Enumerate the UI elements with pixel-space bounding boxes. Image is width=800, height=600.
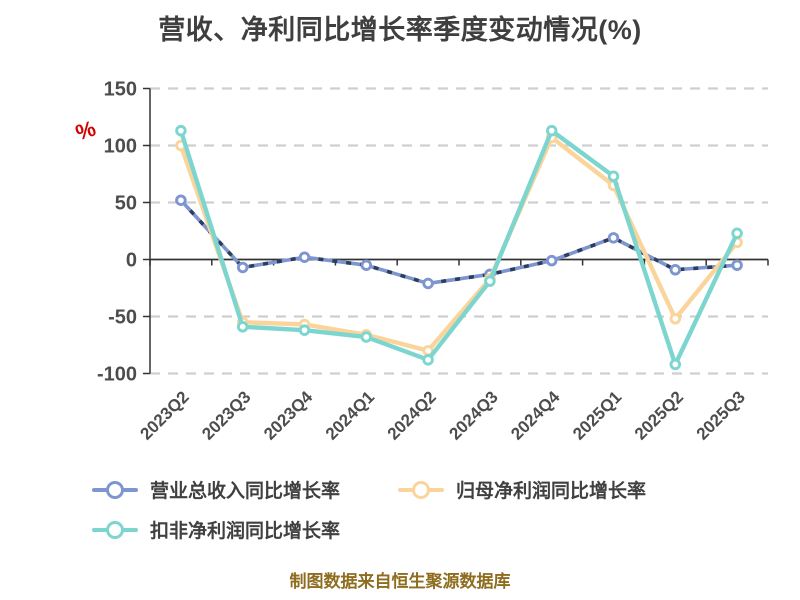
data-source-note: 制图数据来自恒生聚源数据库: [289, 572, 511, 591]
chart-legend: 营业总收入同比增长率 归母净利润同比增长率 扣非净利润同比增长率: [92, 476, 646, 543]
legend-item-net-profit-excl-nonrecurring-yoy[interactable]: 扣非净利润同比增长率: [92, 516, 340, 543]
line-circle-marker-icon: [398, 480, 445, 499]
x-axis-label: 2025Q1: [569, 387, 625, 443]
data-point[interactable]: [731, 259, 743, 271]
x-axis-label: 2023Q2: [137, 387, 193, 443]
circle-marker-icon: [106, 480, 124, 499]
data-point[interactable]: [669, 313, 682, 325]
data-point[interactable]: [298, 251, 311, 263]
y-axis-label: -100: [97, 364, 137, 386]
x-axis-label: 2024Q2: [384, 387, 440, 443]
legend-label: 归母净利润同比增长率: [456, 481, 647, 502]
y-axis-label: 150: [104, 79, 137, 101]
x-axis-label: 2025Q2: [631, 387, 687, 443]
legend-item-net-profit-yoy[interactable]: 归母净利润同比增长率: [398, 476, 646, 503]
data-point[interactable]: [298, 324, 311, 336]
circle-marker-icon: [106, 520, 124, 539]
y-axis-label: 0: [126, 250, 137, 272]
line-circle-marker-icon: [92, 480, 138, 499]
legend-label: 扣非净利润同比增长率: [150, 521, 341, 542]
data-point[interactable]: [360, 331, 373, 343]
data-point[interactable]: [422, 354, 434, 366]
series-line-1: [178, 135, 740, 353]
x-axis-label: 2024Q3: [446, 387, 502, 443]
y-axis-label: 50: [115, 193, 137, 215]
data-point[interactable]: [360, 259, 373, 271]
legend-label: 营业总收入同比增长率: [150, 481, 341, 502]
data-point[interactable]: [175, 124, 187, 137]
data-point[interactable]: [607, 232, 620, 244]
data-point[interactable]: [731, 227, 743, 240]
data-point[interactable]: [236, 261, 249, 274]
x-axis-label: 2025Q3: [693, 387, 749, 443]
data-point[interactable]: [484, 275, 496, 287]
data-point[interactable]: [545, 254, 558, 267]
data-point[interactable]: [422, 277, 434, 290]
x-axis-label: 2023Q4: [260, 387, 317, 444]
data-point[interactable]: [669, 358, 682, 371]
series-line-2: [178, 128, 740, 367]
data-point[interactable]: [545, 124, 558, 137]
circle-marker-icon: [412, 480, 431, 499]
data-point[interactable]: [175, 194, 187, 206]
chart-title: 营收、净利同比增长率季度变动情况(%): [158, 15, 642, 45]
data-point[interactable]: [669, 264, 682, 276]
x-axis-label: 2024Q1: [322, 387, 378, 443]
x-axis-label: 2024Q4: [507, 387, 564, 444]
legend-row-2: 扣非净利润同比增长率: [92, 516, 646, 543]
legend-row-1: 营业总收入同比增长率 归母净利润同比增长率: [92, 476, 646, 503]
legend-item-total-revenue-yoy[interactable]: 营业总收入同比增长率: [92, 476, 340, 503]
x-axis-label: 2023Q3: [198, 387, 254, 443]
y-axis-label: -50: [108, 307, 137, 329]
y-axis-label: 100: [104, 136, 137, 158]
data-point[interactable]: [236, 321, 249, 333]
data-point[interactable]: [607, 170, 620, 183]
line-circle-marker-icon: [92, 520, 138, 539]
